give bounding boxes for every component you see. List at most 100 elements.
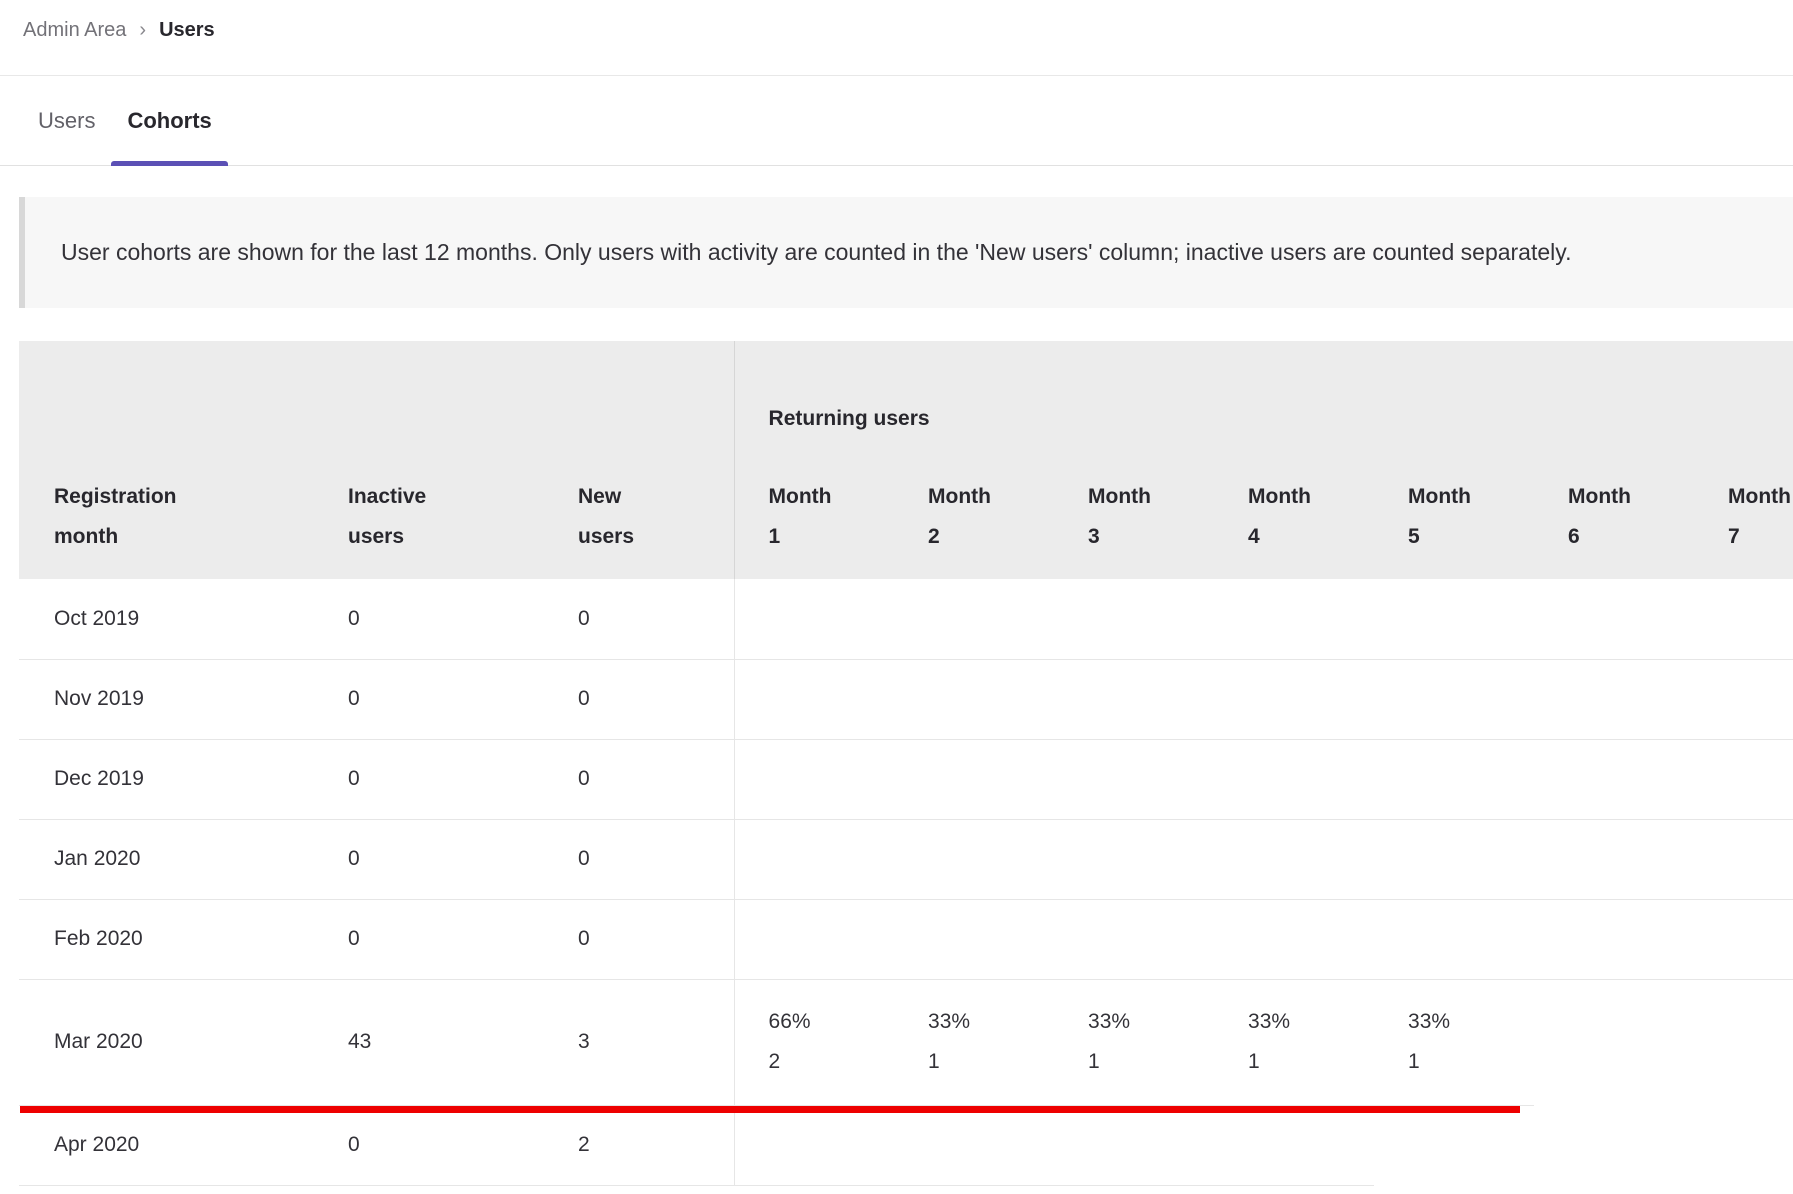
active-tab-indicator	[111, 161, 228, 166]
cohort-row-mar-2020: Mar 2020 43 3 66% 2 33% 1 33% 1 33% 1 33% 1	[19, 979, 1793, 1106]
returning-month-6-cell	[1534, 579, 1695, 660]
returning-month-5-cell	[1374, 659, 1535, 740]
returning-month-2-cell	[894, 1105, 1055, 1186]
returning-month-3-cell	[1054, 579, 1215, 660]
returning-month-1-cell	[733, 819, 895, 900]
inactive-users-cell: 0	[313, 819, 543, 900]
inactive-users-cell: 0	[313, 1105, 543, 1186]
new-users-cell: 3	[543, 979, 735, 1106]
returning-month-3-cell	[1054, 739, 1215, 820]
registration-month-cell: Oct 2019	[19, 579, 313, 660]
returning-month-3-cell: 33% 1	[1054, 979, 1215, 1106]
registration-month-cell: Jan 2020	[19, 819, 313, 900]
new-users-cell: 0	[543, 659, 735, 740]
returning-month-2-cell	[894, 819, 1055, 900]
inactive-users-cell: 0	[313, 579, 543, 660]
returning-month-2-cell	[894, 659, 1055, 740]
breadcrumb-chevron-icon: ›	[139, 19, 147, 41]
returning-count: 1	[1408, 1050, 1420, 1073]
new-users-cell: 0	[543, 899, 735, 980]
returning-percent: 33%	[1408, 1010, 1451, 1033]
returning-month-3-cell	[1054, 1105, 1215, 1186]
returning-month-7-cell	[1694, 579, 1793, 660]
returning-users-group-header: Returning users	[733, 341, 1793, 455]
tab-cohorts-label: Cohorts	[127, 107, 212, 133]
returning-month-2-cell	[894, 899, 1055, 980]
breadcrumb: Admin Area › Users	[0, 0, 1793, 76]
new-users-cell: 0	[543, 739, 735, 820]
inactive-users-cell: 0	[313, 659, 543, 740]
returning-month-3-cell	[1054, 899, 1215, 980]
returning-count: 1	[1088, 1050, 1100, 1073]
new-users-cell: 2	[543, 1105, 735, 1186]
returning-month-1-cell: 66% 2	[733, 979, 895, 1106]
registration-month-cell: Dec 2019	[19, 739, 313, 820]
returning-month-5-cell	[1374, 739, 1535, 820]
column-header-month-2: Month 2	[894, 455, 1055, 579]
returning-count: 2	[768, 1050, 781, 1073]
returning-month-7-cell	[1694, 739, 1793, 820]
column-header-month-6: Month 6	[1534, 455, 1695, 579]
cohort-row-nov-2019: Nov 2019 0 0	[19, 659, 1793, 740]
cohorts-info-banner: User cohorts are shown for the last 12 m…	[19, 197, 1793, 308]
returning-month-1-cell	[733, 739, 895, 820]
cohorts-table: Returning users Registration month Inactiv…	[19, 341, 1793, 1186]
returning-month-7-cell	[1694, 659, 1793, 740]
returning-month-1-cell	[733, 659, 895, 740]
returning-month-6-cell	[1534, 819, 1695, 900]
returning-month-6-cell	[1534, 899, 1695, 980]
returning-month-4-cell: 33% 1	[1214, 979, 1375, 1106]
tabs-bar: Users Cohorts	[0, 76, 1793, 166]
inactive-users-cell: 0	[313, 739, 543, 820]
returning-percent: 33%	[928, 1010, 971, 1033]
returning-month-1-cell	[733, 579, 895, 660]
registration-month-cell: Feb 2020	[19, 899, 313, 980]
cohort-row-apr-2020: Apr 2020 0 2	[19, 1105, 1793, 1186]
column-header-registration-month: Registration month	[19, 455, 313, 579]
tab-cohorts[interactable]: Cohorts	[111, 76, 228, 166]
returning-percent: 66%	[768, 1010, 811, 1033]
cohorts-table-wrapper: Returning users Registration month Inactiv…	[19, 341, 1793, 1186]
returning-month-6-cell	[1534, 739, 1695, 820]
cohort-row-dec-2019: Dec 2019 0 0	[19, 739, 1793, 820]
breadcrumb-item-admin-area[interactable]: Admin Area	[23, 19, 127, 41]
returning-month-3-cell	[1054, 659, 1215, 740]
column-header-month-1: Month 1	[733, 455, 895, 579]
tab-users[interactable]: Users	[38, 107, 96, 133]
header-spacer	[19, 341, 735, 455]
returning-count: 1	[928, 1050, 940, 1073]
cohort-row-feb-2020: Feb 2020 0 0	[19, 899, 1793, 980]
column-header-month-7: Month 7	[1694, 455, 1793, 579]
column-header-new-users: New users	[543, 455, 735, 579]
cohorts-info-text: User cohorts are shown for the last 12 m…	[61, 239, 1572, 265]
returning-month-4-cell	[1214, 1105, 1375, 1186]
returning-month-4-cell	[1214, 739, 1375, 820]
returning-month-2-cell	[894, 579, 1055, 660]
registration-month-cell: Nov 2019	[19, 659, 313, 740]
registration-month-cell: Apr 2020	[19, 1105, 313, 1186]
returning-month-1-cell	[733, 899, 895, 980]
cohorts-table-head: Returning users Registration month Inactiv…	[19, 341, 1793, 579]
breadcrumb-item-users[interactable]: Users	[159, 19, 215, 41]
returning-month-1-cell	[733, 1105, 895, 1186]
registration-month-cell: Mar 2020	[19, 979, 313, 1106]
column-header-month-4: Month 4	[1214, 455, 1375, 579]
returning-percent: 33%	[1088, 1010, 1131, 1033]
new-users-cell: 0	[543, 819, 735, 900]
returning-month-2-cell	[894, 739, 1055, 820]
returning-month-3-cell	[1054, 819, 1215, 900]
returning-month-7-cell	[1694, 899, 1793, 980]
column-header-month-3: Month 3	[1054, 455, 1215, 579]
returning-month-7-cell	[1694, 819, 1793, 900]
returning-month-2-cell: 33% 1	[894, 979, 1055, 1106]
column-header-month-5: Month 5	[1374, 455, 1535, 579]
cohorts-table-body: Oct 2019 0 0 Nov 2019 0 0 Dec 2019 0 0 Jan 2020 0 0…	[19, 579, 1793, 1186]
returning-month-4-cell	[1214, 899, 1375, 980]
column-header-inactive-users: Inactive users	[313, 455, 543, 579]
new-users-cell: 0	[543, 579, 735, 660]
annotation-red-line	[20, 1106, 1520, 1113]
inactive-users-cell: 43	[313, 979, 543, 1106]
returning-month-5-cell	[1374, 899, 1535, 980]
returning-month-4-cell	[1214, 579, 1375, 660]
returning-count: 1	[1248, 1050, 1260, 1073]
